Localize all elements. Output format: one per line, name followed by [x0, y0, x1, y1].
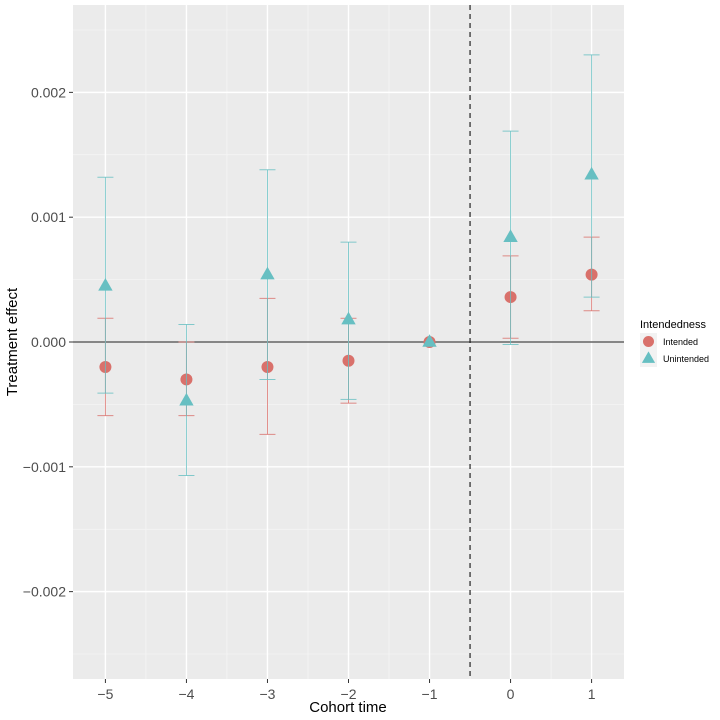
y-axis-ticks: −0.002 −0.001 0.000 0.001 0.002	[23, 84, 73, 600]
series-layer	[97, 54, 600, 477]
y-tick-label: 0.002	[31, 84, 66, 100]
x-axis-title: Cohort time	[309, 699, 387, 716]
x-tick-label: −5	[97, 686, 113, 702]
x-axis-ticks: −5 −4 −3 −2 −1 0 1	[97, 679, 596, 702]
legend-label-unintended: Unintended	[663, 354, 709, 364]
point-unintended	[98, 278, 113, 291]
point-unintended	[503, 229, 518, 242]
x-tick-label: −4	[178, 686, 194, 702]
y-axis-title: Treatment effect	[4, 287, 21, 396]
point-unintended	[260, 266, 275, 280]
y-tick-label: −0.001	[23, 459, 66, 475]
point-unintended	[341, 311, 356, 325]
x-tick-label: −3	[259, 686, 275, 702]
point-unintended	[584, 166, 599, 180]
y-tick-label: 0.000	[31, 334, 66, 350]
y-tick-label: −0.002	[23, 584, 66, 600]
x-tick-label: −2	[341, 686, 357, 702]
point-unintended	[422, 334, 437, 347]
x-tick-label: −1	[422, 686, 438, 702]
y-tick-label: 0.001	[31, 209, 66, 225]
legend-key-unintended	[641, 351, 656, 363]
legend-title: Intendedness	[640, 319, 707, 331]
legend-key-intended	[643, 336, 654, 347]
legend-label-intended: Intended	[663, 337, 698, 347]
legend: Intendedness Intended Unintended	[640, 319, 709, 367]
series-unintended	[97, 54, 600, 477]
x-tick-label: 0	[507, 686, 515, 702]
point-unintended	[179, 392, 194, 406]
x-tick-label: 1	[588, 686, 596, 702]
